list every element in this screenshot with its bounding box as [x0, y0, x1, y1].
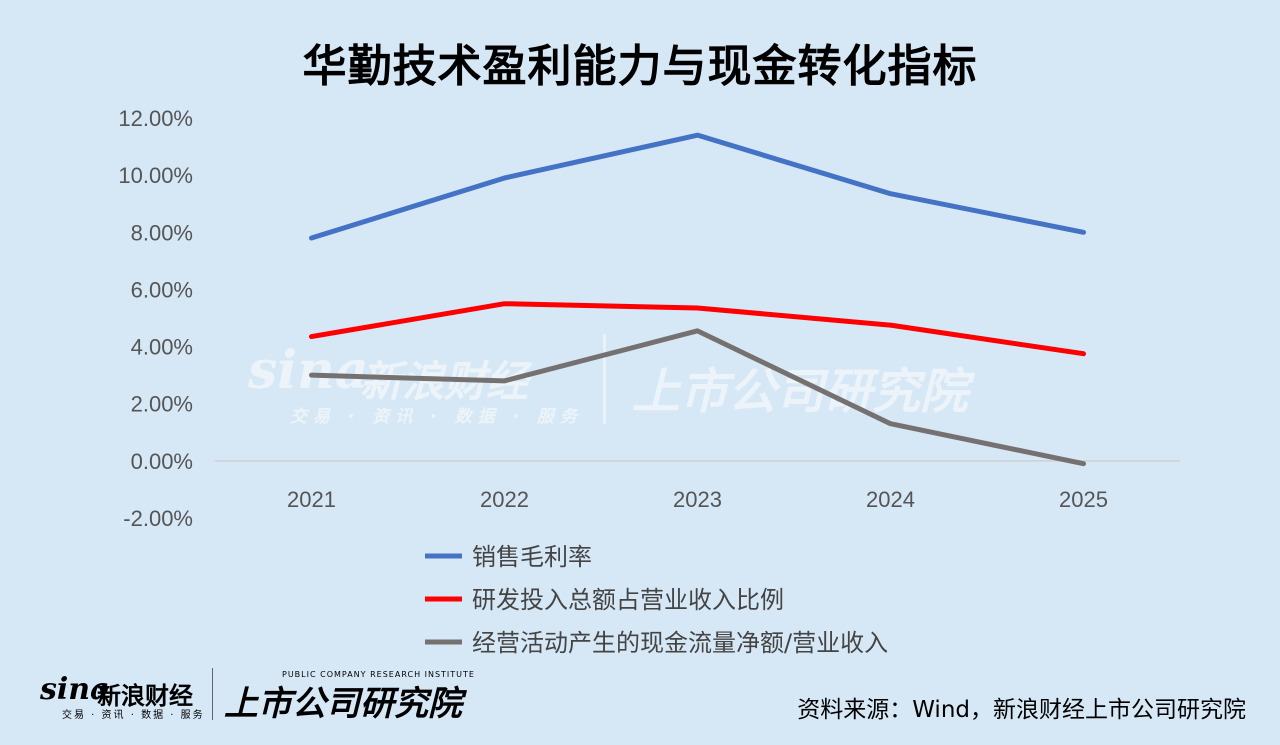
logo-divider [212, 668, 213, 720]
x-tick-label: 2022 [480, 487, 529, 512]
data-point [696, 133, 699, 137]
y-tick-label: 12.00% [118, 106, 193, 131]
x-tick-label: 2023 [673, 487, 722, 512]
research-institute-logo: 上市公司研究院 [224, 684, 462, 724]
y-tick-label: 8.00% [131, 220, 193, 245]
data-point [310, 335, 313, 339]
watermark-brand: 上市公司研究院 [632, 364, 969, 420]
line-chart: 12.00% 10.00% 8.00% 6.00% 4.00% 2.00% 0.00% -2.… [118, 106, 1180, 657]
y-tick-label: 10.00% [118, 163, 193, 188]
x-tick-label: 2025 [1059, 487, 1108, 512]
data-point [310, 236, 313, 240]
y-axis-ticks: 12.00% 10.00% 8.00% 6.00% 4.00% 2.00% 0.00% -2.… [118, 106, 193, 531]
watermark-sina-logo: sina [248, 340, 369, 401]
watermark-sina-tagline: 交易 · 资讯 · 数据 · 服务 [290, 407, 583, 427]
x-axis-ticks: 2021 2022 2023 2024 2025 [287, 487, 1108, 512]
data-point [1082, 230, 1085, 234]
series-line-0 [309, 132, 1086, 241]
sina-finance-tagline: 交易 · 资讯 · 数据 · 服务 [62, 710, 205, 721]
sina-logo: sina [40, 672, 110, 707]
data-point [503, 379, 506, 383]
y-tick-label: -2.00% [123, 506, 193, 531]
legend-label: 销售毛利率 [472, 543, 592, 571]
source-note: 资料来源：Wind，新浪财经上市公司研究院 [797, 697, 1246, 723]
data-point [310, 373, 313, 377]
data-point [1082, 352, 1085, 356]
data-point [1082, 462, 1085, 466]
legend-label: 经营活动产生的现金流量净额/营业收入 [472, 629, 888, 657]
x-tick-label: 2021 [287, 487, 336, 512]
data-point [696, 306, 699, 310]
watermark-divider [603, 334, 606, 424]
y-tick-label: 4.00% [131, 335, 193, 360]
data-point [889, 323, 892, 327]
y-tick-label: 2.00% [131, 392, 193, 417]
series-line-2 [309, 328, 1086, 467]
legend-label: 研发投入总额占营业收入比例 [472, 586, 784, 614]
chart-title: 华勤技术盈利能力与现金转化指标 [302, 41, 978, 92]
series-lines [309, 132, 1086, 467]
data-point [696, 329, 699, 333]
y-tick-label: 0.00% [131, 449, 193, 474]
y-tick-label: 6.00% [131, 277, 193, 302]
sina-finance-name: 新浪财经 [97, 682, 193, 710]
data-point [889, 192, 892, 196]
research-institute-english: PUBLIC COMPANY RESEARCH INSTITUTE [282, 670, 475, 679]
data-point [503, 302, 506, 306]
data-point [503, 176, 506, 180]
x-tick-label: 2024 [866, 487, 915, 512]
data-point [889, 422, 892, 426]
